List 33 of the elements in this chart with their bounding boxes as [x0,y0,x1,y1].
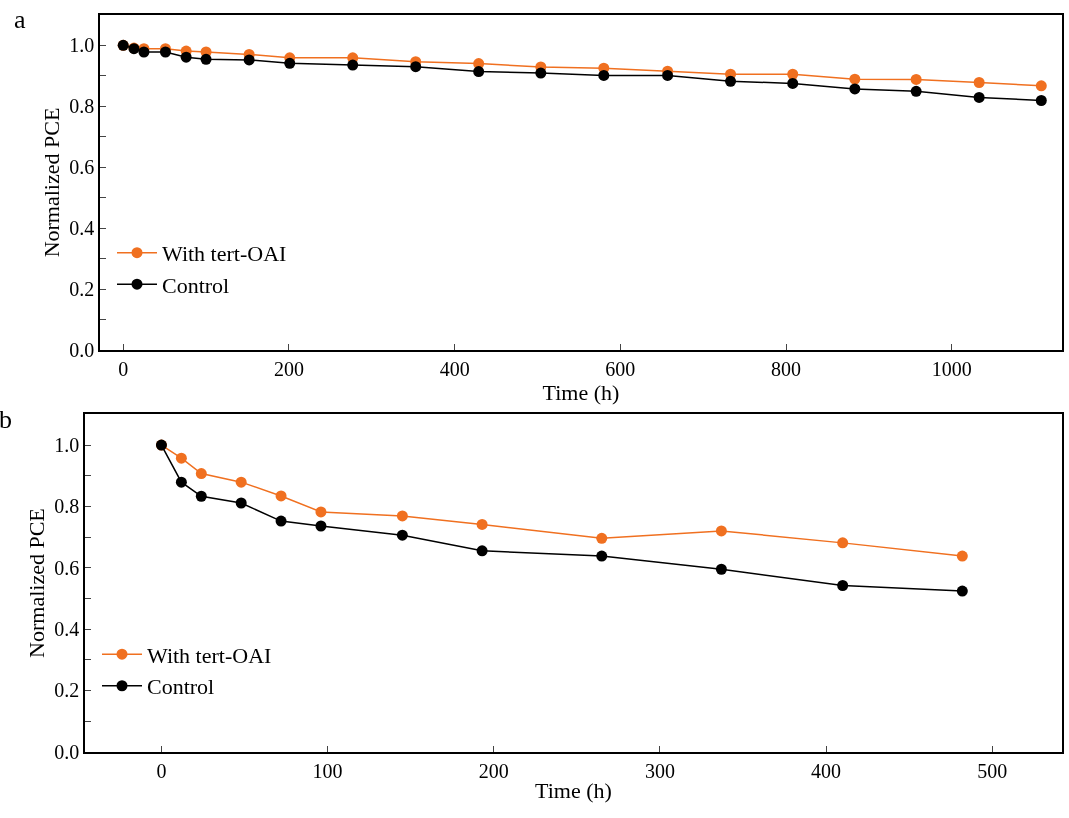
x-tick-label: 0 [156,759,167,782]
x-tick-label: 0 [118,357,129,380]
y-tick-label: 0.0 [54,740,80,763]
x-tick-label: 1000 [931,357,972,380]
y-tick-label: 0.8 [69,95,95,118]
legend-label: With tert-OAI [147,642,272,668]
x-tick-label: 200 [273,357,304,380]
text: a [14,5,26,34]
y-tick-label: 0.4 [69,217,95,240]
x-tick-label: 400 [811,759,842,782]
legend-label: With tert-OAI [162,241,287,267]
x-tick-label: 100 [312,759,343,782]
y-axis-title: Normalized PCE [38,107,64,258]
x-tick-label: 400 [439,357,470,380]
y-tick-label: 0.8 [54,495,80,518]
x-axis-title: Time (h) [542,379,620,405]
x-tick-label: 200 [478,759,509,782]
x-tick-label: 500 [977,759,1008,782]
x-tick-label: 600 [605,357,636,380]
y-tick-label: 0.2 [54,679,80,702]
legend-label: Control [147,674,215,700]
y-axis-title: Normalized PCE [23,508,49,658]
y-tick-label: 0.6 [54,556,80,579]
x-tick-label: 300 [644,759,675,782]
y-tick-label: 0.0 [69,339,95,362]
y-tick-label: 0.2 [69,278,95,301]
legend-label: Control [162,272,230,298]
y-tick-label: 1.0 [69,34,95,57]
y-tick-label: 0.6 [69,156,95,179]
y-tick-label: 0.4 [54,618,80,641]
x-axis-title: Time (h) [535,777,612,803]
x-tick-label: 800 [771,357,802,380]
y-tick-label: 1.0 [54,434,80,457]
